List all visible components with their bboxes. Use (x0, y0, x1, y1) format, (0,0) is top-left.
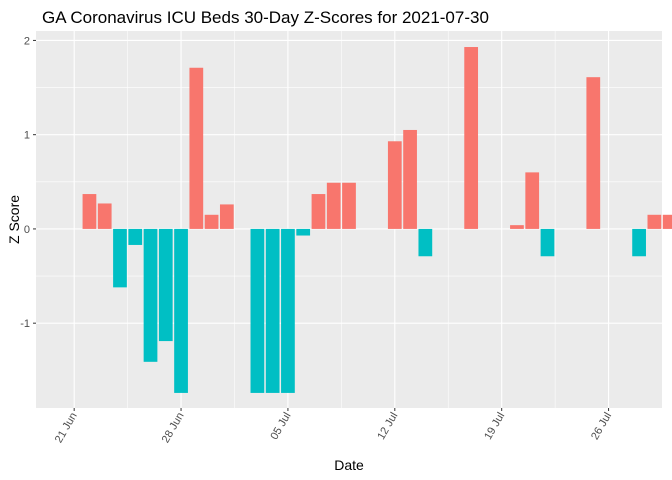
bar-positive (82, 194, 97, 229)
bar-negative (143, 228, 158, 362)
bar-positive (647, 214, 662, 229)
bar-positive (219, 204, 234, 229)
bar-negative (281, 228, 295, 393)
bar-positive (525, 172, 540, 229)
x-tick-label: 12 Jul (375, 411, 400, 442)
bar-positive (204, 214, 219, 229)
bar-positive (662, 214, 672, 229)
bar-negative (113, 228, 127, 288)
bar-negative (128, 228, 143, 245)
bar-positive (510, 225, 524, 229)
bar-negative (174, 228, 188, 393)
bars (82, 47, 672, 393)
bar-positive (403, 129, 417, 229)
y-tick-label: 0 (24, 224, 30, 236)
y-tick-label: 2 (24, 35, 30, 47)
bar-positive (387, 141, 402, 229)
y-axis: -1 0 1 2 (20, 35, 36, 330)
bar-positive (97, 203, 112, 229)
gridlines (36, 31, 662, 408)
bar-negative (296, 228, 311, 236)
bar-positive (189, 67, 204, 229)
x-tick-label: 21 Jun (53, 411, 80, 446)
bar-negative (265, 228, 280, 393)
bar-positive (342, 182, 356, 229)
chart-title: GA Coronavirus ICU Beds 30-Day Z-Scores … (42, 8, 489, 27)
bar-positive (326, 182, 341, 229)
x-axis: 21 Jun 28 Jun 05 Jul 12 Jul 19 Jul 26 Jul (53, 408, 614, 445)
y-axis-title: Z Score (6, 195, 22, 244)
bar-negative (632, 228, 646, 257)
bar-positive (464, 47, 479, 229)
y-tick-label: 1 (24, 130, 30, 142)
x-tick-label: 19 Jul (482, 411, 507, 442)
bar-positive (586, 77, 601, 229)
bar-negative (540, 228, 555, 257)
x-axis-title: Date (334, 457, 364, 473)
bar-positive (311, 194, 326, 229)
bar-negative (250, 228, 265, 393)
x-tick-label: 28 Jun (160, 411, 187, 446)
bar-negative (418, 228, 433, 257)
bar-negative (158, 228, 173, 342)
y-tick-label: -1 (20, 318, 30, 330)
x-tick-label: 26 Jul (589, 411, 614, 442)
x-tick-label: 05 Jul (268, 411, 293, 442)
